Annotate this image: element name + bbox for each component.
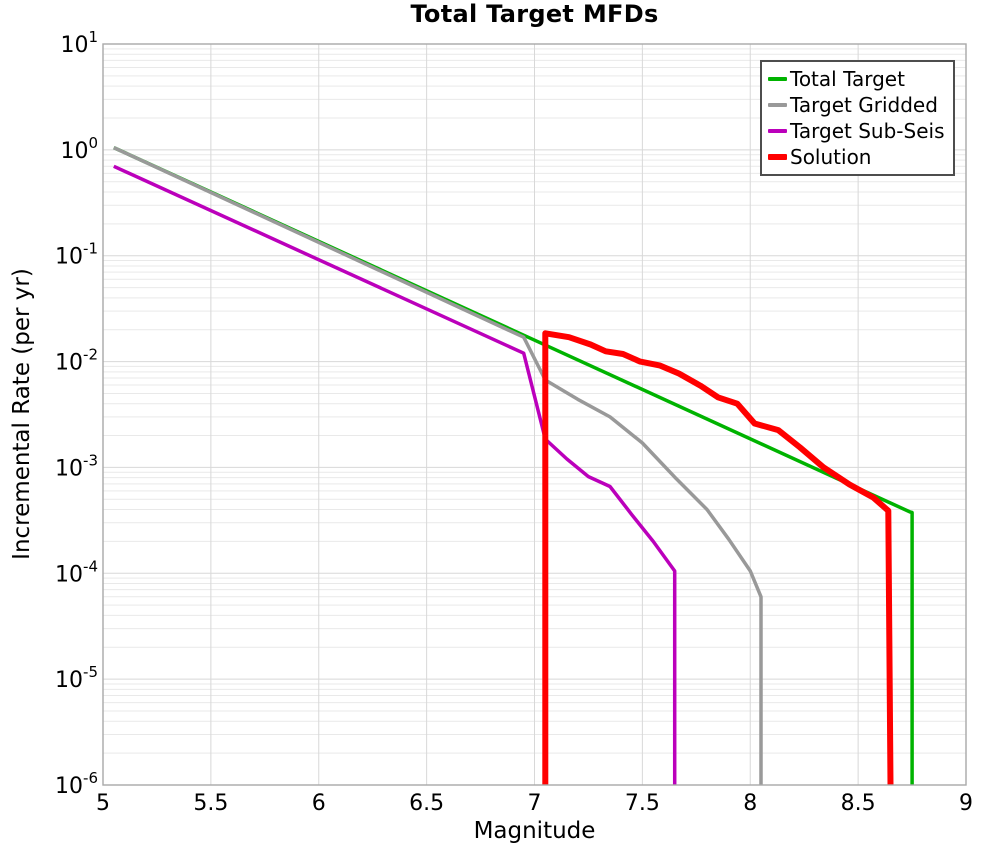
y-tick-label: 100	[60, 134, 98, 164]
series-target-gridded	[113, 146, 763, 785]
series-lines	[113, 146, 914, 785]
legend-item-total-target: Total Target	[768, 66, 945, 92]
legend-item-target-sub-seis: Target Sub-Seis	[768, 118, 945, 144]
series-total-target	[113, 146, 914, 785]
legend-label: Target Sub-Seis	[790, 119, 945, 143]
y-tick-label: 10-2	[55, 346, 98, 376]
x-tick-label: 9	[959, 791, 973, 816]
x-tick-label: 8	[743, 791, 757, 816]
x-tick-label: 7.5	[625, 791, 660, 816]
plot-border	[102, 43, 967, 786]
series-target-sub-seis	[113, 164, 677, 785]
legend-label: Solution	[790, 145, 872, 169]
legend-item-target-gridded: Target Gridded	[768, 92, 945, 118]
legend-item-solution: Solution	[768, 144, 945, 170]
y-tick-label: 10-4	[55, 557, 98, 587]
legend-label: Target Gridded	[790, 93, 938, 117]
y-tick-label: 10-3	[55, 451, 98, 481]
legend-swatch-solution	[768, 154, 787, 160]
y-tick-label: 10-5	[55, 663, 98, 693]
x-axis-label: Magnitude	[473, 818, 596, 844]
legend: Total Target Target Gridded Target Sub-Sei…	[760, 60, 955, 176]
x-tick-label: 6	[312, 791, 326, 816]
x-tick-label: 7	[528, 791, 542, 816]
legend-label: Total Target	[790, 67, 905, 91]
x-tick-label: 5.5	[193, 791, 228, 816]
x-tick-labels: 5 5.5 6 6.5 7 7.5 8 8.5 9	[96, 791, 973, 816]
y-axis-label: Incremental Rate (per yr)	[9, 268, 35, 560]
y-tick-label: 10-1	[55, 240, 98, 270]
x-tick-label: 5	[96, 791, 110, 816]
x-tick-label: 8.5	[841, 791, 876, 816]
legend-swatch-target-gridded	[768, 103, 787, 107]
legend-swatch-total-target	[768, 77, 787, 81]
legend-swatch-target-sub-seis	[768, 129, 787, 133]
series-solution	[542, 330, 894, 785]
x-tick-label: 6.5	[409, 791, 444, 816]
y-tick-label: 101	[60, 28, 98, 58]
y-tick-label: 10-6	[55, 769, 98, 799]
chart-title: Total Target MFDs	[410, 0, 659, 28]
y-tick-labels: 101 100 10-1 10-2 10-3 10-4 10-5 10-6	[55, 28, 98, 799]
